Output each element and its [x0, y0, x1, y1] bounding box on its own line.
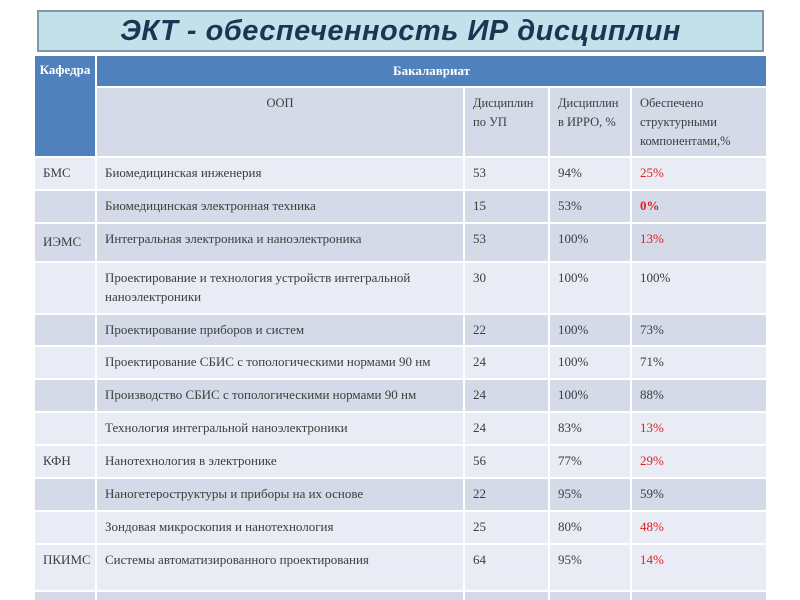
- up-count-cell: 24: [465, 380, 548, 412]
- provided-percent-cell: 13%: [632, 223, 767, 261]
- slide-title: ЭКТ - обеспеченность ИР дисциплин: [120, 14, 681, 47]
- oop-cell: Автоматизированное проектирование субмик…: [97, 591, 463, 600]
- dept-cell: [35, 347, 95, 379]
- irro-percent-cell: 94%: [550, 158, 630, 190]
- slide-title-box: ЭКТ - обеспеченность ИР дисциплин: [37, 10, 764, 52]
- oop-cell: Нанотехнология в электронике: [97, 446, 463, 477]
- oop-cell: Биомедицинская электронная техника: [97, 191, 463, 222]
- provided-percent-cell: 29%: [632, 446, 767, 477]
- up-count-cell: 25: [465, 511, 548, 543]
- dept-cell: [35, 314, 95, 346]
- table-row: Проектирование и технология устройств ин…: [35, 262, 767, 313]
- dept-cell: [35, 191, 95, 222]
- column-header-provided: Обеспечено структурными компонентами,%: [632, 88, 767, 157]
- header-department: Кафедра: [35, 56, 95, 157]
- irro-percent-cell: 53%: [550, 191, 630, 222]
- oop-cell: Проектирование СБИС с топологическими но…: [97, 347, 463, 379]
- provided-percent-cell: 88%: [632, 380, 767, 412]
- up-count-cell: 53: [465, 223, 548, 261]
- oop-cell: Производство СБИС с топологическими норм…: [97, 380, 463, 412]
- up-count-cell: 15: [465, 191, 548, 222]
- provided-percent-cell: 73%: [632, 314, 767, 346]
- table-row: Зондовая микроскопия и нанотехнология 25 8…: [35, 511, 767, 543]
- provided-percent-cell: 0%: [632, 191, 767, 222]
- oop-cell: Системы автоматизированного проектирован…: [97, 544, 463, 590]
- table-row: БМС Биомедицинская инженерия 53 94% 25%: [35, 158, 767, 190]
- column-header-up: Дисциплин по УП: [465, 88, 548, 157]
- up-count-cell: 56: [465, 446, 548, 477]
- up-count-cell: 22: [465, 478, 548, 510]
- column-header-oop: ООП: [97, 88, 463, 157]
- dept-cell: [35, 478, 95, 510]
- dept-cell: [35, 591, 95, 600]
- oop-cell: Проектирование и технология устройств ин…: [97, 262, 463, 313]
- table-row: Биомедицинская электронная техника 15 53% 0…: [35, 191, 767, 222]
- irro-percent-cell: 83%: [550, 413, 630, 444]
- irro-percent-cell: 100%: [550, 347, 630, 379]
- table-row: Проектирование СБИС с топологическими но…: [35, 347, 767, 379]
- provided-percent-cell: 59%: [632, 478, 767, 510]
- table-row: Наногетероструктуры и приборы на их осно…: [35, 478, 767, 510]
- up-count-cell: 22: [465, 314, 548, 346]
- header-bachelor-group: Бакалавриат: [97, 56, 767, 86]
- provided-percent-cell: 14%: [632, 544, 767, 590]
- irro-percent-cell: 95%: [550, 478, 630, 510]
- oop-cell: Наногетероструктуры и приборы на их осно…: [97, 478, 463, 510]
- dept-cell: [35, 262, 95, 313]
- dept-cell: БМС: [35, 158, 95, 190]
- dept-cell: ИЭМС: [35, 223, 95, 261]
- up-count-cell: 24: [465, 347, 548, 379]
- dept-cell: ПКИМС: [35, 544, 95, 590]
- disciplines-table: Кафедра Бакалавриат ООП Дисциплин по УП …: [33, 54, 768, 600]
- provided-percent-cell: 100%: [632, 262, 767, 313]
- table-row: Автоматизированное проектирование субмик…: [35, 591, 767, 600]
- provided-percent-cell: 13%: [632, 413, 767, 444]
- oop-cell: Зондовая микроскопия и нанотехнология: [97, 511, 463, 543]
- table-row: ИЭМС Интегральная электроника и наноэлект…: [35, 223, 767, 261]
- oop-cell: Проектирование приборов и систем: [97, 314, 463, 346]
- irro-percent-cell: 100%: [550, 314, 630, 346]
- up-count-cell: 19: [465, 591, 548, 600]
- dept-cell: КФН: [35, 446, 95, 477]
- up-count-cell: 30: [465, 262, 548, 313]
- irro-percent-cell: 80%: [550, 511, 630, 543]
- table-row: Проектирование приборов и систем 22 100% 73…: [35, 314, 767, 346]
- irro-percent-cell: 89%: [550, 591, 630, 600]
- up-count-cell: 24: [465, 413, 548, 444]
- dept-cell: [35, 511, 95, 543]
- table-row: Производство СБИС с топологическими норм…: [35, 380, 767, 412]
- provided-percent-cell: 0%: [632, 591, 767, 600]
- table-row: ПКИМС Системы автоматизированного проекти…: [35, 544, 767, 590]
- table-row: КФН Нанотехнология в электронике 56 77% 29%: [35, 446, 767, 477]
- irro-percent-cell: 95%: [550, 544, 630, 590]
- irro-percent-cell: 100%: [550, 223, 630, 261]
- provided-percent-cell: 25%: [632, 158, 767, 190]
- table-row: Технология интегральной наноэлектроники 2…: [35, 413, 767, 444]
- dept-cell: [35, 413, 95, 444]
- table-header: Кафедра Бакалавриат ООП Дисциплин по УП …: [35, 56, 767, 157]
- irro-percent-cell: 77%: [550, 446, 630, 477]
- irro-percent-cell: 100%: [550, 380, 630, 412]
- column-header-irro: Дисциплин в ИРРО, %: [550, 88, 630, 157]
- up-count-cell: 64: [465, 544, 548, 590]
- up-count-cell: 53: [465, 158, 548, 190]
- provided-percent-cell: 71%: [632, 347, 767, 379]
- oop-cell: Технология интегральной наноэлектроники: [97, 413, 463, 444]
- irro-percent-cell: 100%: [550, 262, 630, 313]
- oop-cell: Интегральная электроника и наноэлектрони…: [97, 223, 463, 261]
- dept-cell: [35, 380, 95, 412]
- provided-percent-cell: 48%: [632, 511, 767, 543]
- oop-cell: Биомедицинская инженерия: [97, 158, 463, 190]
- table-body: БМС Биомедицинская инженерия 53 94% 25% Биоме…: [35, 158, 767, 600]
